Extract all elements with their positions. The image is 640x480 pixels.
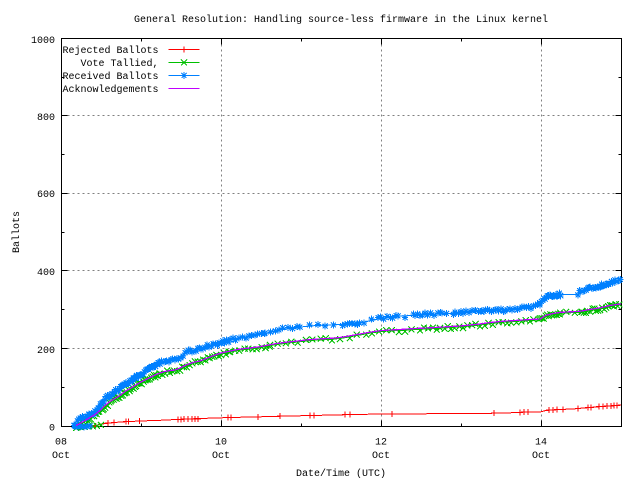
svg-text:Acknowledgements: Acknowledgements	[62, 84, 158, 96]
svg-text:200: 200	[37, 346, 55, 357]
svg-text:Oct: Oct	[52, 451, 70, 462]
svg-text:Oct: Oct	[212, 451, 230, 462]
svg-text:General Resolution: Handling s: General Resolution: Handling source-less…	[134, 14, 548, 26]
svg-text:Oct: Oct	[532, 451, 550, 462]
svg-text:08: 08	[55, 438, 67, 449]
svg-text:400: 400	[37, 268, 55, 279]
svg-text:10: 10	[215, 438, 227, 449]
svg-text:Vote Tallied,: Vote Tallied,	[80, 58, 158, 70]
svg-text:0: 0	[49, 424, 55, 435]
svg-text:Ballots: Ballots	[11, 211, 23, 253]
svg-text:600: 600	[37, 190, 55, 201]
svg-text:Rejected Ballots: Rejected Ballots	[62, 45, 158, 57]
svg-text:Oct: Oct	[372, 451, 390, 462]
svg-text:800: 800	[37, 113, 55, 124]
svg-text:Received Ballots: Received Ballots	[62, 71, 158, 83]
svg-text:14: 14	[535, 438, 547, 449]
svg-text:12: 12	[375, 438, 387, 449]
svg-text:Date/Time (UTC): Date/Time (UTC)	[296, 468, 386, 480]
svg-text:1000: 1000	[31, 36, 55, 47]
